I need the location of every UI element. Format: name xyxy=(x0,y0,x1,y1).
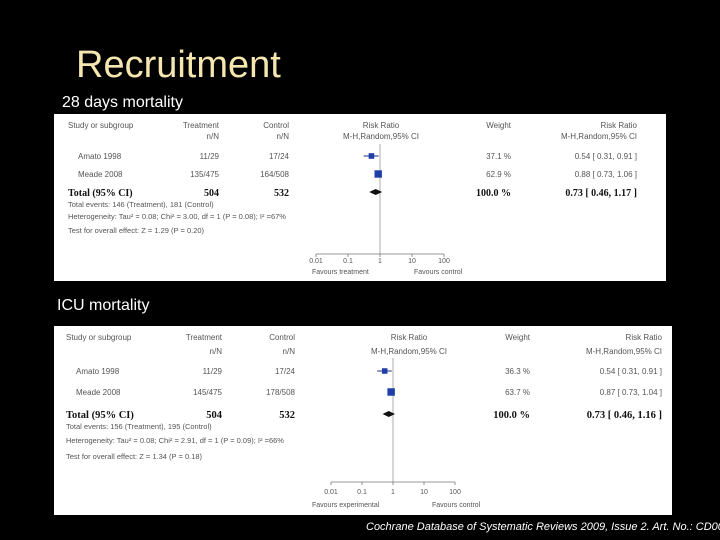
favours-right-label: Favours control xyxy=(432,502,481,509)
study-control: 164/508 xyxy=(260,170,289,179)
header-study: Study or subgroup xyxy=(66,333,132,342)
study-risk-ratio: 0.54 [ 0.31, 0.91 ] xyxy=(575,152,637,161)
x-axis-tick-label: 0.1 xyxy=(343,258,353,265)
study-treatment: 11/29 xyxy=(200,152,220,161)
total-weight: 100.0 % xyxy=(493,410,530,421)
study-point-estimate xyxy=(374,170,382,178)
slide-title: Recruitment xyxy=(76,44,281,86)
header-control-sub: n/N xyxy=(277,132,290,141)
study-control: 17/24 xyxy=(275,367,296,376)
study-name: Meade 2008 xyxy=(76,388,121,397)
favours-left-label: Favours experimental xyxy=(312,502,380,509)
study-point-estimate xyxy=(381,368,388,374)
header-risk-ratio-2: Risk Ratio xyxy=(601,121,638,130)
header-treatment: Treatment xyxy=(183,121,220,130)
x-axis-tick-label: 10 xyxy=(408,258,416,265)
forest-plot-28-day-mortality: Study or subgroup Treatment n/N Control n/N R… xyxy=(54,114,666,281)
citation: Cochrane Database of Systematic Reviews … xyxy=(366,521,720,533)
study-control: 17/24 xyxy=(269,152,290,161)
total-control: 532 xyxy=(274,188,289,199)
header-risk-ratio: Risk Ratio xyxy=(391,333,428,342)
plot-label-28-day-mortality: 28 days mortality xyxy=(62,94,183,111)
x-axis-tick-label: 1 xyxy=(391,489,395,496)
header-risk-ratio-sub: M-H,Random,95% CI xyxy=(343,132,419,141)
study-treatment: 11/29 xyxy=(203,367,223,376)
x-axis-tick-label: 100 xyxy=(449,489,461,496)
footnote: Total events: 146 (Treatment), 181 (Cont… xyxy=(68,200,214,209)
header-control: Control xyxy=(263,121,289,130)
x-axis-tick-label: 100 xyxy=(438,258,450,265)
favours-right-label: Favours control xyxy=(414,269,463,276)
study-risk-ratio: 0.88 [ 0.73, 1.06 ] xyxy=(575,170,637,179)
header-control-sub: n/N xyxy=(283,347,296,356)
total-control: 532 xyxy=(279,410,295,421)
footnote: Heterogeneity: Tau² = 0.08; Chi² = 3.00,… xyxy=(68,212,286,221)
study-name: Amato 1998 xyxy=(76,367,120,376)
header-risk-ratio-2: Risk Ratio xyxy=(626,333,663,342)
total-risk-ratio: 0.73 [ 0.46, 1.17 ] xyxy=(565,188,637,199)
favours-left-label: Favours treatment xyxy=(312,269,369,276)
x-axis-tick-label: 10 xyxy=(420,489,428,496)
footnote: Heterogeneity: Tau² = 0.08; Chi² = 2.91,… xyxy=(66,436,284,445)
footnote: Test for overall effect: Z = 1.34 (P = 0… xyxy=(66,452,203,461)
header-weight: Weight xyxy=(505,333,531,342)
forest-plot-svg: Study or subgroup Treatment n/N Control n/N R… xyxy=(68,121,638,276)
header-risk-ratio: Risk Ratio xyxy=(363,121,400,130)
study-risk-ratio: 0.87 [ 0.73, 1.04 ] xyxy=(600,388,662,397)
header-treatment: Treatment xyxy=(186,333,223,342)
x-axis-tick-label: 0.01 xyxy=(309,258,323,265)
footnote: Test for overall effect: Z = 1.29 (P = 0… xyxy=(68,226,205,235)
study-name: Amato 1998 xyxy=(78,152,122,161)
study-control: 178/508 xyxy=(266,388,295,397)
total-treatment: 504 xyxy=(204,188,219,199)
study-name: Meade 2008 xyxy=(78,170,123,179)
total-treatment: 504 xyxy=(206,410,223,421)
study-risk-ratio: 0.54 [ 0.31, 0.91 ] xyxy=(600,367,662,376)
total-label: Total (95% CI) xyxy=(66,410,134,421)
x-axis-tick-label: 0.1 xyxy=(357,489,367,496)
header-risk-ratio-sub: M-H,Random,95% CI xyxy=(371,347,447,356)
study-weight: 62.9 % xyxy=(486,170,511,179)
study-weight: 37.1 % xyxy=(486,152,511,161)
study-treatment: 145/475 xyxy=(193,388,222,397)
header-treatment-sub: n/N xyxy=(207,132,220,141)
header-treatment-sub: n/N xyxy=(210,347,223,356)
study-point-estimate xyxy=(387,388,395,396)
total-risk-ratio: 0.73 [ 0.46, 1.16 ] xyxy=(587,410,662,421)
total-weight: 100.0 % xyxy=(476,188,511,199)
total-diamond xyxy=(369,189,383,195)
x-axis-tick-label: 0.01 xyxy=(324,489,338,496)
header-risk-ratio-2-sub: M-H,Random,95% CI xyxy=(586,347,662,356)
header-control: Control xyxy=(269,333,295,342)
header-weight: Weight xyxy=(486,121,512,130)
study-point-estimate xyxy=(368,153,375,159)
study-treatment: 135/475 xyxy=(190,170,219,179)
total-diamond xyxy=(382,411,395,417)
total-label: Total (95% CI) xyxy=(68,188,133,199)
study-weight: 36.3 % xyxy=(505,367,530,376)
header-risk-ratio-2-sub: M-H,Random,95% CI xyxy=(561,132,637,141)
header-study: Study or subgroup xyxy=(68,121,134,130)
forest-plot-svg: Study or subgroup Treatment n/N Control n/N R… xyxy=(66,333,663,509)
x-axis-tick-label: 1 xyxy=(378,258,382,265)
plot-label-icu-mortality: ICU mortality xyxy=(57,297,150,314)
study-weight: 63.7 % xyxy=(505,388,530,397)
forest-plot-icu-mortality: Study or subgroup Treatment n/N Control n/N R… xyxy=(54,326,672,515)
footnote: Total events: 156 (Treatment), 195 (Cont… xyxy=(66,422,212,431)
